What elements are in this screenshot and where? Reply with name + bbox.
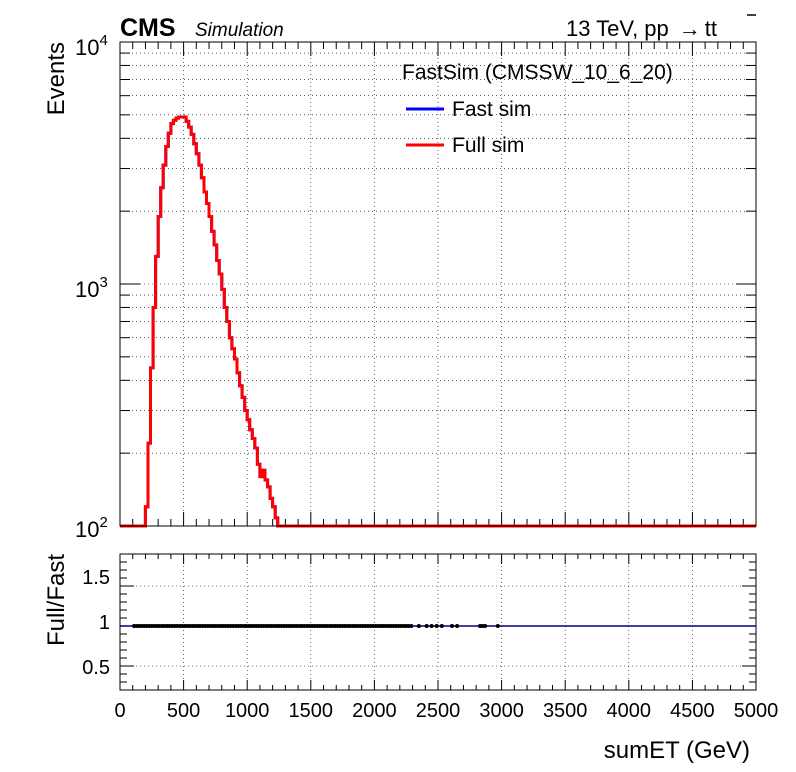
ratio-point <box>483 624 488 628</box>
x-tick-label: 3500 <box>543 700 588 722</box>
ratio-ticks <box>119 554 757 690</box>
x-axis-label: sumET (GeV) <box>604 737 750 764</box>
y-tick-label-10000: 104 <box>75 32 108 60</box>
x-tick-label: 5000 <box>734 700 779 722</box>
main-grid <box>120 42 756 526</box>
main-frame <box>119 41 757 527</box>
x-tick-label: 0 <box>114 700 125 722</box>
ratio-y-tick-1.5: 1.5 <box>82 567 110 589</box>
ratio-point <box>439 624 444 628</box>
ratio-y-axis-label: Full/Fast <box>43 554 70 646</box>
x-tick-label: 2500 <box>416 700 461 722</box>
x-tick-label: 2000 <box>352 700 397 722</box>
ratio-y-tick-labels: 0.5 1 1.5 <box>82 567 110 679</box>
ratio-y-tick-0.5: 0.5 <box>82 657 110 679</box>
x-tick-label: 1000 <box>225 700 270 722</box>
ratio-point <box>495 624 500 628</box>
ratio-points <box>132 624 500 628</box>
simulation-label: Simulation <box>195 20 284 41</box>
ratio-frame <box>119 553 757 691</box>
cms-label: CMS <box>120 14 176 42</box>
ratio-y-tick-1: 1 <box>99 612 110 634</box>
ratio-grid <box>120 554 756 690</box>
x-tick-label: 500 <box>167 700 200 722</box>
x-tick-label: 1500 <box>289 700 334 722</box>
legend-label-full-sim: Full sim <box>452 134 524 157</box>
ratio-point <box>429 624 434 628</box>
y-tick-label-100: 102 <box>75 514 108 542</box>
ratio-point <box>434 624 439 628</box>
y-tick-label-1000: 103 <box>75 274 108 302</box>
ratio-point <box>416 624 421 628</box>
ratio-point <box>409 624 414 628</box>
ratio-point <box>450 624 454 628</box>
x-tick-label: 4000 <box>607 700 652 722</box>
ratio-point <box>455 624 460 628</box>
main-series <box>120 115 756 528</box>
energy-label: 13 TeV, pp → tt <box>566 16 717 41</box>
ratio-point <box>424 624 429 628</box>
x-tick-labels: 0 500 1000 1500 2000 2500 3000 3500 4000 4500 5000 <box>114 700 778 722</box>
main-y-tick-labels: 102 103 104 <box>75 32 108 542</box>
x-tick-label: 4500 <box>670 700 715 722</box>
legend-label-fast-sim: Fast sim <box>452 98 531 121</box>
histogram-full-sim <box>120 115 756 528</box>
legend-title: FastSim (CMSSW_10_6_20) <box>402 61 673 84</box>
main-y-axis-label: Events <box>43 42 70 115</box>
x-tick-label: 3000 <box>479 700 524 722</box>
